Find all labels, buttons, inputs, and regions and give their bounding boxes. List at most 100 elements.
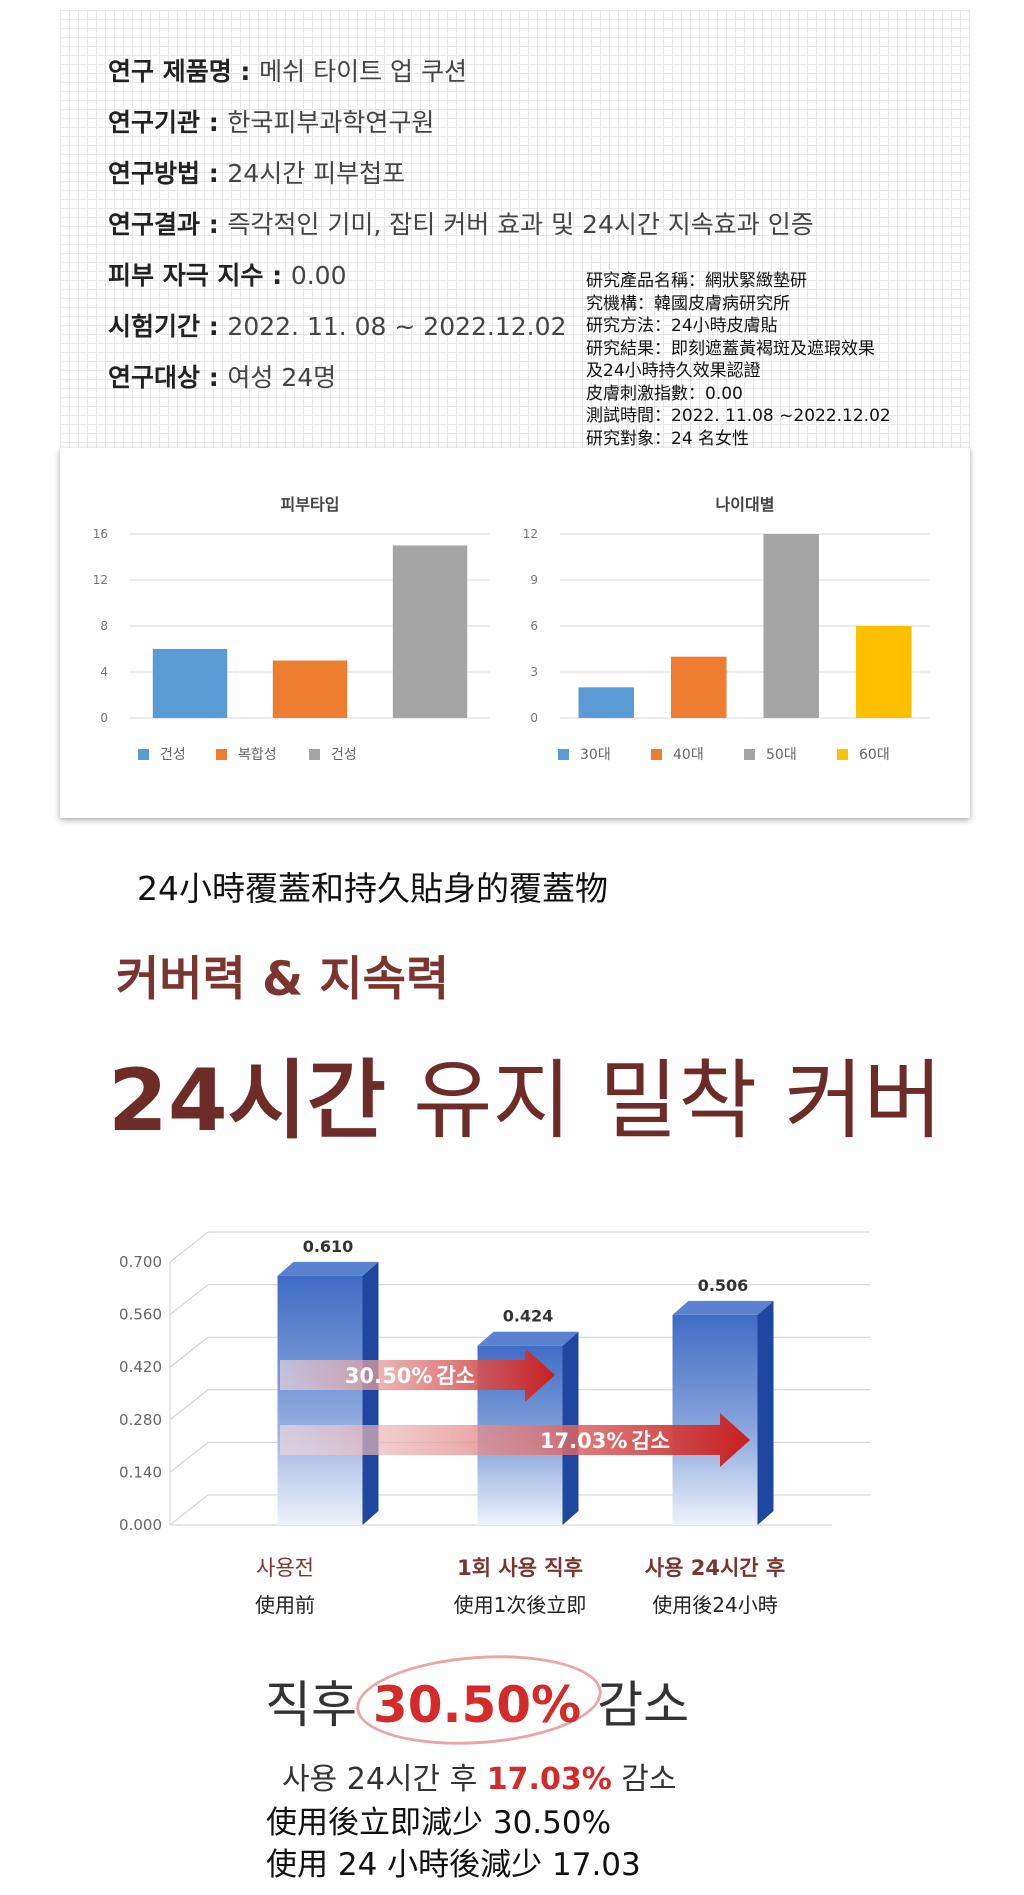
info-row-method: 연구방법 : 24시간 피부첩포 — [108, 159, 406, 188]
summary-line-1: 직후 30.50% 감소 — [265, 1676, 690, 1734]
y-tick-label: 16 — [93, 527, 108, 541]
y-tick-label: 0.140 — [119, 1463, 162, 1481]
cn-line: 皮膚刺激指數：0.00 — [586, 383, 743, 404]
cn-line: 研究方法：24小時皮膚貼 — [586, 316, 778, 336]
annotation-text: 감소 — [436, 1364, 475, 1388]
info-row-subjects: 연구대상 : 여성 24명 — [108, 363, 337, 392]
summary-cn-line-1: 使用後立即減少 30.50% — [266, 1805, 612, 1841]
info-value: 메쉬 타이트 업 쿠션 — [259, 57, 467, 86]
info-row-period: 시험기간 : 2022. 11. 08 ~ 2022.12.02 — [108, 312, 567, 341]
y-tick-label: 0 — [530, 711, 538, 725]
heading-main-rest: 유지 밀착 커버 — [385, 1051, 943, 1151]
bar — [763, 534, 819, 718]
chart-title: 피부타입 — [281, 495, 340, 514]
info-row-institution: 연구기관 : 한국피부과학연구원 — [108, 108, 435, 137]
y-tick-label: 0.000 — [119, 1516, 162, 1534]
cn-line: 及24小時持久效果認證 — [586, 361, 761, 381]
bar-top — [277, 1261, 379, 1276]
gridline-depth — [169, 1494, 209, 1526]
heading-main: 24시간 유지 밀착 커버 — [108, 1030, 943, 1155]
legend-swatch — [558, 749, 569, 760]
legend-label: 건성 — [331, 747, 357, 763]
legend-swatch — [216, 749, 227, 760]
info-value: 즉각적인 기미, 잡티 커버 효과 및 24시간 지속효과 인증 — [227, 210, 814, 239]
y-tick-label: 12 — [93, 573, 108, 587]
gridline-depth — [169, 1284, 209, 1315]
x-category-label-cn: 使用前 — [255, 1593, 315, 1617]
gridline-depth — [169, 1389, 209, 1421]
bar-side — [362, 1261, 379, 1525]
info-key: 시험기간 — [108, 312, 201, 341]
annotation-value: 30.50% — [345, 1364, 432, 1388]
cn-line: 究機構：韓國皮膚病研究所 — [586, 293, 790, 314]
legend-swatch — [309, 749, 320, 760]
bar-front — [277, 1275, 363, 1525]
reduction-arrow — [280, 1413, 750, 1467]
study-info-chinese: 研究產品名稱：網狀緊緻墊研 究機構：韓國皮膚病研究所 研究方法：24小時皮膚貼 … — [586, 270, 891, 450]
cn-line: 研究產品名稱：網狀緊緻墊研 — [586, 271, 807, 291]
info-key: 피부 자극 지수 — [108, 261, 264, 290]
bar — [856, 626, 912, 718]
demographics-chart-panel: 피부타입 0 4 8 12 16 건성 복합성 건성 나이대별 0 3 6 9 12 30대 40대 50대 60… — [60, 448, 970, 818]
gridline-depth — [169, 1336, 209, 1368]
y-tick-label: 9 — [530, 573, 538, 587]
cn-line: 研究結果：即刻遮蓋黃褐斑及遮瑕效果 — [586, 338, 875, 359]
info-value: 24시간 피부첩포 — [227, 159, 406, 188]
summary-cn-line-2: 使用 24 小時後減少 17.03 — [266, 1847, 641, 1883]
caption-chinese: 24小時覆蓋和持久貼身的覆蓋物 — [137, 869, 608, 908]
legend-swatch — [837, 749, 848, 760]
annotation-label: 30.50% 감소 — [345, 1364, 475, 1388]
legend-label: 40대 — [673, 747, 704, 763]
y-tick-label: 0.420 — [119, 1358, 162, 1376]
info-key: 연구방법 — [108, 159, 201, 188]
info-key: 연구기관 — [108, 108, 201, 137]
x-category-label: 사용 24시간 후 — [645, 1556, 785, 1580]
info-row-product: 연구 제품명 : 메쉬 타이트 업 쿠션 — [108, 57, 467, 86]
gridline-depth — [169, 1231, 209, 1263]
chart-title: 나이대별 — [716, 495, 775, 514]
legend-label: 60대 — [859, 747, 890, 763]
legend-label: 50대 — [766, 747, 797, 763]
y-tick-label: 6 — [530, 619, 538, 633]
reduction-arrow — [280, 1348, 555, 1402]
y-tick-label: 0.560 — [119, 1306, 162, 1324]
age-group-chart: 나이대별 0 3 6 9 12 30대 40대 50대 60대 — [523, 495, 930, 763]
bar — [272, 660, 348, 718]
y-tick-label: 12 — [523, 527, 538, 541]
value-label: 0.506 — [698, 1276, 749, 1295]
value-label: 0.610 — [303, 1237, 354, 1256]
cn-line: 測試時間：2022. 11.08 ~2022.12.02 — [586, 406, 891, 426]
y-tick-label: 0.700 — [119, 1253, 162, 1271]
bar — [578, 687, 634, 718]
legend-label: 건성 — [160, 747, 186, 763]
summary-value-1: 30.50% — [372, 1676, 582, 1734]
info-row-result: 연구결과 : 즉각적인 기미, 잡티 커버 효과 및 24시간 지속효과 인증 — [108, 210, 814, 239]
y-tick-label: 0.280 — [119, 1411, 162, 1429]
x-category-label: 사용전 — [256, 1556, 314, 1580]
grid-background — [60, 10, 970, 450]
info-value: 한국피부과학연구원 — [227, 108, 435, 137]
bar-top — [477, 1331, 579, 1346]
skin-type-chart: 피부타입 0 4 8 12 16 건성 복합성 건성 — [93, 495, 490, 763]
x-category-label-cn: 使用1次後立即 — [454, 1593, 587, 1617]
summary-chinese: 使用後立即減少 30.50% 使用 24 小時後減少 17.03 — [266, 1802, 641, 1886]
bar — [392, 545, 468, 718]
legend-label: 복합성 — [238, 747, 277, 763]
legend-swatch — [138, 749, 149, 760]
annotation-text: 감소 — [631, 1429, 670, 1453]
legend-swatch — [651, 749, 662, 760]
y-tick-label: 4 — [100, 665, 108, 679]
annotation-value: 17.03% — [540, 1429, 627, 1453]
summary-line-2: 사용 24시간 후 17.03% 감소 — [282, 1762, 677, 1797]
cn-line: 研究對象：24 名女性 — [586, 428, 750, 449]
gridline-depth — [169, 1442, 209, 1473]
y-tick-label: 8 — [100, 619, 108, 633]
bar-front — [672, 1314, 758, 1525]
legend-swatch — [744, 749, 755, 760]
info-key: 연구결과 — [108, 210, 201, 239]
bar — [671, 656, 727, 718]
heading-sub: 커버력 & 지속력 — [116, 952, 450, 1007]
bar — [152, 649, 228, 718]
value-label: 0.424 — [503, 1307, 554, 1326]
study-info-list: 연구 제품명 : 메쉬 타이트 업 쿠션 연구기관 : 한국피부과학연구원 연구… — [108, 54, 814, 411]
